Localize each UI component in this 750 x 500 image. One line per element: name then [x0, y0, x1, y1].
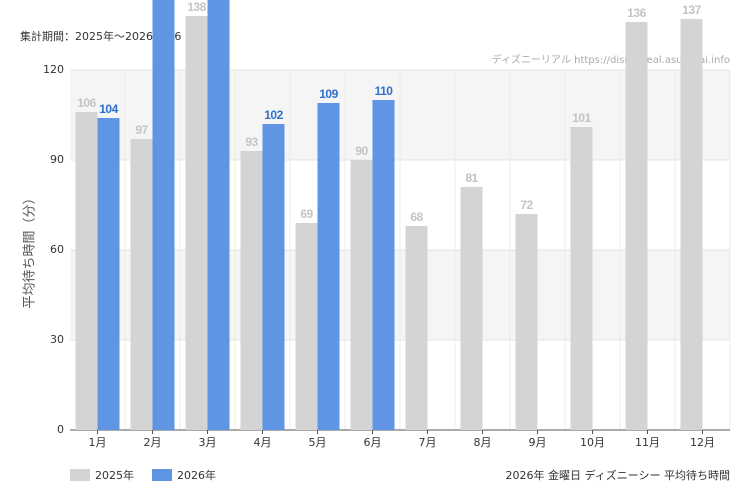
bar: [317, 103, 340, 430]
value-label: 93: [245, 135, 258, 149]
bar: [97, 118, 120, 430]
value-label: 72: [520, 198, 533, 212]
bar: [207, 0, 230, 430]
x-tick-label: 5月: [309, 436, 327, 449]
x-tick-label: 12月: [690, 436, 715, 449]
x-tick-label: 4月: [254, 436, 272, 449]
x-tick-label: 11月: [635, 436, 660, 449]
value-label: 104: [99, 102, 118, 116]
watermark: ディズニーリアル https://disneyreal.asumirai.inf…: [492, 53, 730, 66]
subtitle: 集計期間：2025年〜2026/6/26: [20, 29, 181, 43]
value-label: 136: [627, 6, 646, 20]
x-tick-label: 6月: [364, 436, 382, 449]
bar: [680, 19, 703, 430]
footer: 2026年 金曜日 ディズニーシー 平均待ち時間: [506, 468, 731, 482]
value-label: 97: [135, 123, 148, 137]
bar: [75, 112, 98, 430]
bar: [350, 160, 373, 430]
value-label: 90: [355, 144, 368, 158]
legend-label: 2026年: [177, 468, 216, 482]
value-label: 110: [375, 84, 394, 98]
x-tick-label: 3月: [199, 436, 217, 449]
bar: [625, 22, 648, 430]
bar: [152, 0, 175, 430]
bar: [515, 214, 538, 430]
bar: [570, 127, 593, 430]
bar: [262, 124, 285, 430]
value-label: 69: [300, 207, 313, 221]
value-label: 81: [465, 171, 478, 185]
x-tick-label: 7月: [419, 436, 437, 449]
value-label: 138: [187, 0, 206, 14]
x-tick-label: 9月: [529, 436, 547, 449]
value-label: 68: [410, 210, 423, 224]
bar: [240, 151, 263, 430]
value-label: 102: [264, 108, 283, 122]
y-tick-label: 30: [50, 333, 64, 346]
bar: [295, 223, 318, 430]
bar: [372, 100, 395, 430]
legend-label: 2025年: [95, 468, 134, 482]
bar: [405, 226, 428, 430]
bar: [130, 139, 153, 430]
bars: [75, 0, 703, 430]
value-label: 106: [77, 96, 96, 110]
x-tick-label: 8月: [474, 436, 492, 449]
x-tick-label: 1月: [89, 436, 107, 449]
value-label: 137: [682, 3, 701, 17]
bar: [185, 16, 208, 430]
bar: [460, 187, 483, 430]
x-tick-label: 2月: [144, 436, 162, 449]
y-tick-label: 60: [50, 243, 64, 256]
legend-swatch: [152, 469, 172, 481]
x-tick-label: 10月: [580, 436, 605, 449]
value-labels: 1061049715013815093102691099011068817210…: [77, 0, 702, 224]
legend-swatch: [70, 469, 90, 481]
y-axis-label: 平均待ち時間（分）: [23, 191, 38, 308]
value-label: 109: [319, 87, 338, 101]
y-tick-label: 0: [57, 423, 64, 436]
y-tick-label: 120: [43, 63, 64, 76]
y-tick-label: 90: [50, 153, 64, 166]
value-label: 101: [572, 111, 591, 125]
